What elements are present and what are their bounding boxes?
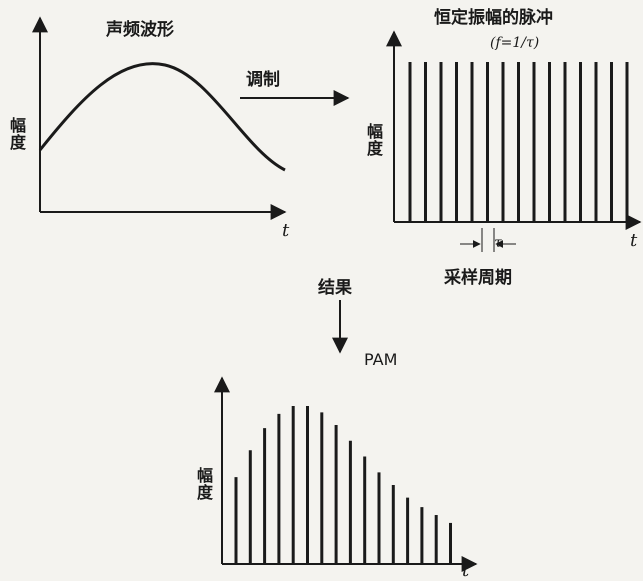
waveform-y-label: 幅度 <box>9 116 26 152</box>
pam-pulses <box>234 406 452 564</box>
pulses-t-label: t <box>630 230 638 251</box>
audio-waveform-curve <box>38 62 286 172</box>
pulses-title: 恒定振幅的脉冲 <box>434 8 553 28</box>
pam-t-label: t <box>462 560 470 581</box>
pulses-y-label: 幅度 <box>366 122 383 158</box>
waveform-panel <box>32 16 287 220</box>
result-label: 结果 <box>318 278 352 298</box>
pam-panel <box>214 376 478 572</box>
waveform-t-label: t <box>282 220 290 241</box>
constant-pulses <box>408 62 629 222</box>
modulate-label: 调制 <box>246 70 280 90</box>
waveform-title: 声频波形 <box>106 20 174 40</box>
tau-label: τ <box>494 235 502 251</box>
pam-title: PAM <box>364 350 398 369</box>
sampling-period-label: 采样周期 <box>444 268 512 288</box>
pulses-frequency-formula: (f=1/τ) <box>490 35 540 51</box>
pulses-panel <box>386 30 642 252</box>
pam-y-label: 幅度 <box>196 466 213 502</box>
